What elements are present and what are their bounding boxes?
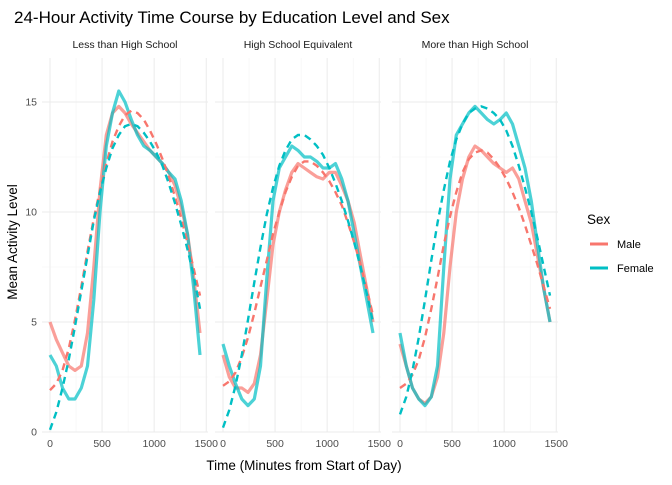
series-line-male <box>221 162 375 394</box>
x-axis-label: Time (Minutes from Start of Day) <box>206 458 401 473</box>
y-tick-label: 10 <box>25 207 37 219</box>
legend-label-female: Female <box>617 263 654 275</box>
legend-label-male: Male <box>617 239 641 251</box>
x-tick-label: 500 <box>93 438 111 450</box>
chart-title: 24-Hour Activity Time Course by Educatio… <box>14 8 450 27</box>
series-line-male <box>48 104 202 372</box>
y-axis-label: Mean Activity Level <box>5 184 20 300</box>
x-tick-label: 1500 <box>195 438 219 450</box>
y-tick-label: 15 <box>25 97 37 109</box>
smooth-trend-male <box>222 160 375 387</box>
x-tick-label: 1000 <box>492 438 516 450</box>
series-line-female <box>398 104 552 408</box>
facet-panel-1: Less than High School 0 500 1000 1500 <box>42 39 218 450</box>
x-tick-label: 500 <box>443 438 461 450</box>
smooth-trend-female <box>221 133 375 429</box>
legend-items: Male Female <box>590 239 654 275</box>
x-tick-label: 0 <box>47 438 53 450</box>
x-tick-label: 0 <box>397 438 403 450</box>
smooth-trend-female <box>398 105 552 415</box>
smooth-trend-male <box>49 109 202 392</box>
x-tick-label: 1000 <box>315 438 339 450</box>
panel-strip-label: More than High School <box>422 39 529 51</box>
y-tick-label: 5 <box>31 317 37 329</box>
x-tick-label: 500 <box>266 438 284 450</box>
facet-panel-2: High School Equivalent 0 500 1000 1500 <box>215 39 391 450</box>
legend: Sex Male Female <box>587 212 654 275</box>
panel-strip-label: High School Equivalent <box>244 39 353 51</box>
facet-panel-3: More than High School 0 500 1000 1500 <box>392 39 568 450</box>
x-tick-label: 1000 <box>142 438 166 450</box>
x-tick-label: 1500 <box>368 438 392 450</box>
panel-strip-label: Less than High School <box>72 39 177 51</box>
y-tick-label: 0 <box>31 427 37 439</box>
x-tick-label: 1500 <box>545 438 569 450</box>
series-line-female <box>221 144 375 408</box>
series-line-female <box>48 89 202 401</box>
legend-title: Sex <box>587 212 611 227</box>
smooth-trend-female <box>48 122 202 431</box>
x-tick-label: 0 <box>220 438 226 450</box>
